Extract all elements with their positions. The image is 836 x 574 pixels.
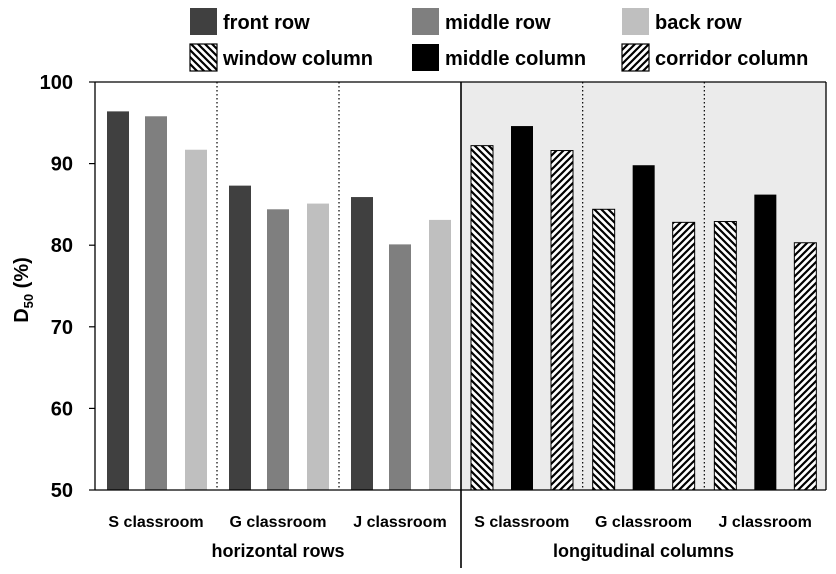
y-tick-label: 70 (51, 317, 73, 339)
y-tick-label: 50 (51, 480, 73, 502)
legend-item-front-row: front row (190, 8, 310, 35)
legend-item-back-row: back row (622, 8, 742, 35)
legend-swatch (190, 8, 217, 35)
legend-swatch (189, 43, 218, 72)
bar-back-row (429, 219, 451, 491)
legend-label: middle column (445, 48, 586, 70)
legend-label: back row (655, 12, 742, 34)
legend-label: window column (222, 48, 373, 70)
bar-corridor-column (550, 150, 574, 491)
bar-corridor-column (672, 221, 696, 491)
group-label: G classroom (595, 514, 692, 531)
y-axis-label: D50 (%) (11, 257, 36, 323)
group-label: G classroom (230, 514, 327, 531)
legend-item-window-column: window column (189, 43, 373, 72)
legend-swatch (622, 8, 649, 35)
legend-label: middle row (445, 12, 551, 34)
group-label: S classroom (108, 514, 203, 531)
bar-middle-row (267, 209, 289, 490)
group-label: J classroom (718, 514, 811, 531)
legend-swatch (621, 43, 650, 72)
bar-window-column (592, 208, 616, 491)
legend-item-middle-column: middle column (412, 44, 586, 71)
bar-front-row (351, 197, 373, 490)
bar-window-column (713, 221, 737, 491)
legend-item-middle-row: middle row (412, 8, 551, 35)
y-tick-label: 80 (51, 235, 73, 257)
bar-window-column (470, 145, 494, 491)
bar-front-row (107, 111, 129, 490)
bar-middle-column (511, 126, 533, 491)
bar-corridor-column (793, 242, 817, 491)
legend-swatch (412, 8, 439, 35)
bar-middle-row (145, 116, 167, 490)
bar-back-row (307, 203, 329, 491)
y-tick-label: 100 (40, 72, 73, 94)
bar-back-row (185, 149, 207, 490)
section-label: horizontal rows (211, 541, 344, 561)
y-tick-label: 60 (51, 398, 73, 420)
group-label: S classroom (474, 514, 569, 531)
bar-middle-column (754, 194, 777, 490)
legend-swatch (412, 44, 439, 71)
legend-item-corridor-column: corridor column (621, 43, 808, 72)
group-label: J classroom (353, 514, 446, 531)
legend-label: corridor column (655, 48, 808, 70)
bar-middle-column (632, 165, 655, 490)
legend-label: front row (223, 12, 310, 34)
bar-front-row (229, 185, 251, 490)
bar-middle-row (389, 244, 411, 490)
y-tick-label: 90 (51, 154, 73, 176)
section-label: longitudinal columns (553, 541, 734, 561)
